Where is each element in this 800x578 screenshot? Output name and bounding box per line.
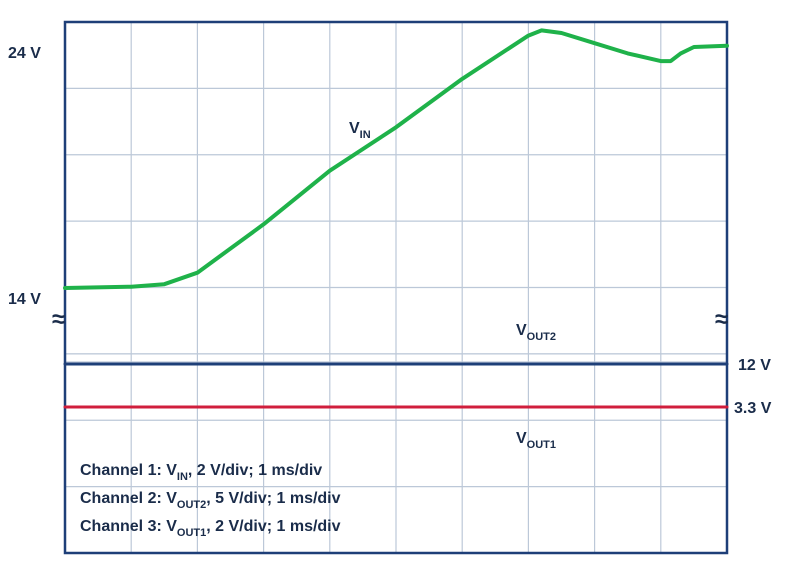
trace-vin bbox=[63, 28, 729, 290]
legend-line-2: Channel 2: VOUT2, 5 V/div; 1 ms/div bbox=[80, 490, 341, 511]
legend: Channel 1: VIN, 2 V/div; 1 ms/div Channe… bbox=[80, 462, 341, 539]
axis-break-right: ≈ bbox=[715, 306, 728, 333]
level-label-24v: 24 V bbox=[8, 45, 41, 62]
legend-line-1: Channel 1: VIN, 2 V/div; 1 ms/div bbox=[80, 462, 322, 483]
legend-line-3: Channel 3: VOUT1, 2 V/div; 1 ms/div bbox=[80, 518, 341, 539]
level-label-3v3: 3.3 V bbox=[734, 400, 772, 417]
level-label-14v: 14 V bbox=[8, 291, 41, 308]
trace-label-vout1: VOUT1 bbox=[516, 430, 556, 451]
grid bbox=[65, 22, 727, 553]
level-label-12v: 12 V bbox=[738, 357, 771, 374]
trace-label-vin: VIN bbox=[349, 120, 371, 141]
trace-label-vout2: VOUT2 bbox=[516, 322, 556, 343]
axis-break-left: ≈ bbox=[52, 306, 65, 333]
traces bbox=[63, 28, 729, 409]
